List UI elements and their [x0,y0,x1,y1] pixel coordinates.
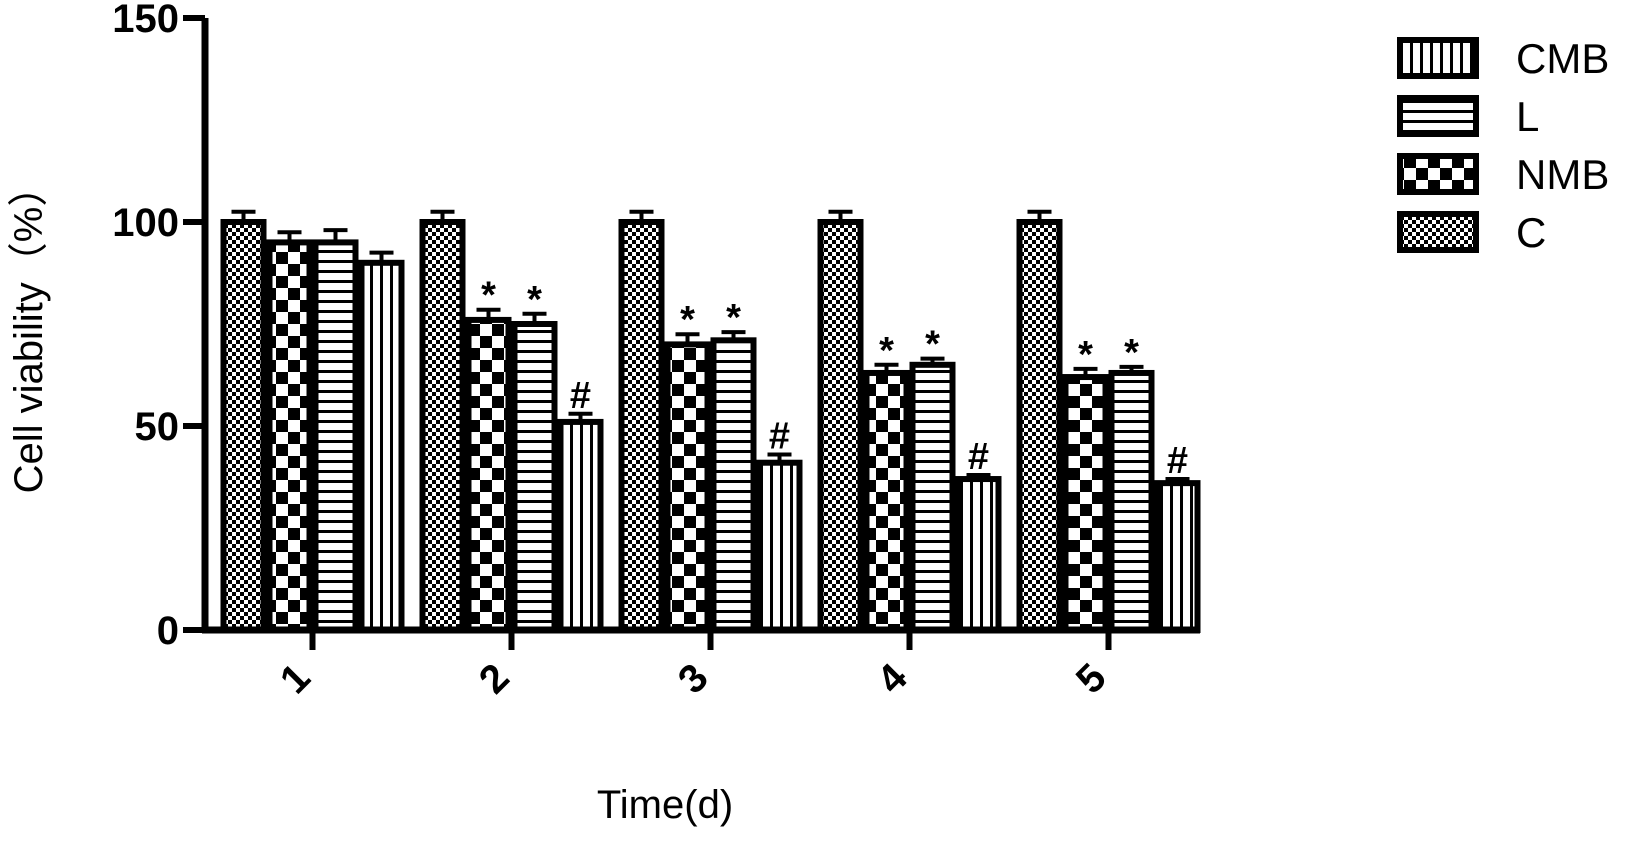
y-axis-title: Cell viability（%） [7,167,51,494]
bar-c-day-4 [817,219,864,633]
x-tick-label-4: 4 [869,655,916,702]
legend-label-l: L [1516,93,1539,140]
x-tick-label-2: 2 [471,655,518,702]
significance-mark-nmb-day-4: * [879,330,894,372]
y-tick-label-100: 100 [112,201,179,245]
bar-nmb-day-3 [664,341,711,633]
bar-cmb-day-2 [557,418,604,634]
significance-mark-l-day-4: * [925,324,940,366]
significance-mark-cmb-day-3: # [769,416,790,458]
bar-nmb-day-1 [266,239,313,633]
x-tick-label-3: 3 [670,655,717,702]
legend-label-c: C [1516,209,1546,256]
bar-nmb-day-4 [863,369,910,633]
significance-mark-cmb-day-2: # [570,375,591,417]
bar-cmb-day-1 [358,259,405,633]
bar-c-day-1 [220,219,267,633]
bar-c-day-2 [419,219,466,633]
bar-nmb-day-5 [1062,374,1109,634]
legend: CMB L NMB C [1397,35,1609,256]
significance-mark-l-day-2: * [527,279,542,321]
legend-label-cmb: CMB [1516,35,1609,82]
bar-l-day-5 [1108,369,1155,633]
bar-l-day-4 [909,361,956,633]
legend-swatch-nmb [1397,153,1479,195]
bar-l-day-2 [511,321,558,633]
y-tick-label-150: 150 [112,0,179,41]
significance-mark-nmb-day-5: * [1078,334,1093,376]
bar-c-day-5 [1016,219,1063,633]
legend-label-nmb: NMB [1516,151,1609,198]
x-axis-title: Time(d) [597,783,733,827]
bar-nmb-day-2 [465,316,512,633]
x-tick-label-1: 1 [272,655,319,702]
legend-swatch-c [1397,211,1479,253]
significance-mark-nmb-day-2: * [481,275,496,317]
x-tick-label-5: 5 [1068,655,1115,702]
bar-cmb-day-3 [756,459,803,633]
legend-swatch-l [1397,95,1479,137]
significance-mark-l-day-5: * [1124,332,1139,374]
significance-mark-cmb-day-4: # [968,436,989,478]
bar-cmb-day-4 [955,476,1002,634]
legend-swatch-cmb [1397,37,1479,79]
y-tick-label-0: 0 [157,609,179,653]
bar-l-day-3 [710,337,757,633]
significance-mark-cmb-day-5: # [1167,440,1188,482]
bars-layer: * * # * * # * * # * * # [220,209,1201,634]
bar-l-day-1 [312,239,359,633]
bar-c-day-3 [618,219,665,633]
significance-mark-l-day-3: * [726,297,741,339]
bar-cmb-day-5 [1154,480,1201,633]
y-tick-label-50: 50 [135,405,180,449]
significance-mark-nmb-day-3: * [680,299,695,341]
